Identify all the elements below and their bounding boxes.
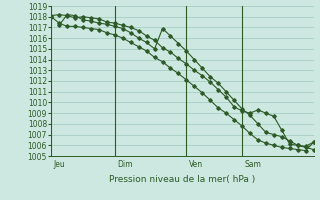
Text: Jeu: Jeu [53,160,65,169]
X-axis label: Pression niveau de la mer( hPa ): Pression niveau de la mer( hPa ) [109,175,256,184]
Text: Ven: Ven [189,160,203,169]
Text: Sam: Sam [244,160,261,169]
Text: Dim: Dim [117,160,133,169]
